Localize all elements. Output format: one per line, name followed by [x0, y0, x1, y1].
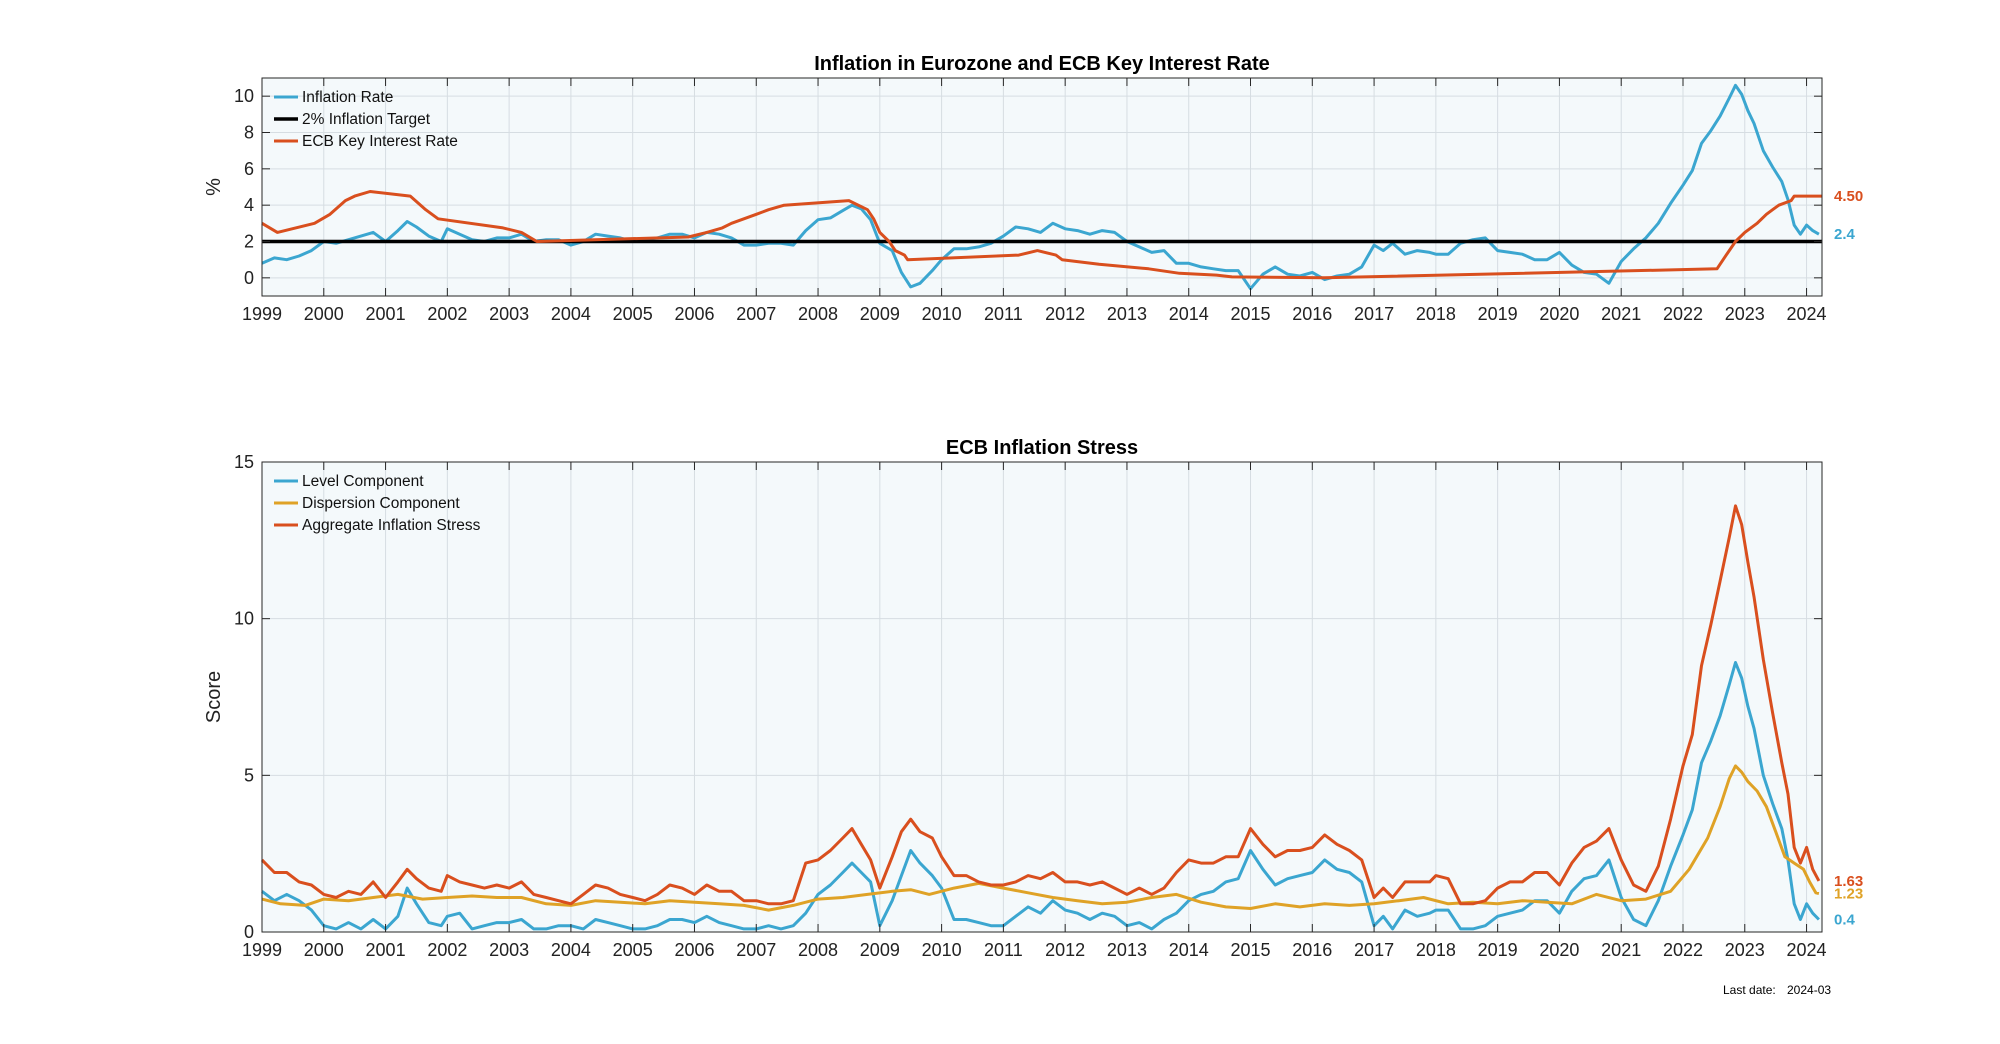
x-tick-label: 2015: [1230, 304, 1270, 324]
series-line-aggregate-inflation-stress: [260, 504, 1821, 906]
y-tick-label: 4: [244, 195, 254, 215]
x-tick-label: 2019: [1478, 940, 1518, 960]
x-tick-label: 2007: [736, 304, 776, 324]
x-tick-label: 2003: [489, 940, 529, 960]
y-tick-label: 2: [244, 232, 254, 252]
x-tick-label: 2000: [304, 304, 344, 324]
legend-label: Aggregate Inflation Stress: [302, 517, 481, 534]
legend-label: ECB Key Interest Rate: [302, 133, 458, 150]
x-tick-label: 2015: [1230, 940, 1270, 960]
last-date-value: 2024-03: [1787, 983, 1831, 997]
x-tick-label: 2006: [674, 304, 714, 324]
legend-label: Level Component: [302, 473, 424, 490]
x-tick-label: 2021: [1601, 304, 1641, 324]
y-axis-label: %: [203, 178, 225, 196]
x-tick-label: 2007: [736, 940, 776, 960]
x-tick-label: 2016: [1292, 940, 1332, 960]
x-tick-label: 2022: [1663, 304, 1703, 324]
end-value-label: 4.50: [1834, 188, 1863, 205]
x-tick-label: 2017: [1354, 940, 1394, 960]
x-tick-label: 2012: [1045, 940, 1085, 960]
x-tick-label: 2017: [1354, 304, 1394, 324]
x-tick-label: 2013: [1107, 304, 1147, 324]
x-tick-label: 2010: [922, 940, 962, 960]
x-tick-label: 2014: [1169, 304, 1209, 324]
x-tick-label: 2014: [1169, 940, 1209, 960]
chart-title: ECB Inflation Stress: [946, 437, 1138, 459]
x-tick-label: 2018: [1416, 304, 1456, 324]
x-tick-label: 2002: [427, 940, 467, 960]
x-tick-label: 2006: [674, 940, 714, 960]
x-tick-label: 2001: [366, 940, 406, 960]
x-tick-label: 2021: [1601, 940, 1641, 960]
y-tick-label: 10: [234, 86, 254, 106]
chart-inflation-stress: 1999 2000 2001 2002 2003 2004 2005 2006 2007 2008…: [203, 437, 1863, 960]
x-tick-label: 1999: [242, 304, 282, 324]
y-tick-label: 8: [244, 123, 254, 143]
legend-label: 2% Inflation Target: [302, 111, 431, 128]
x-tick-label: 2024: [1787, 940, 1827, 960]
chart-inflation-interest: 1999 2000 2001 2002 2003 2004 2005 2006 2007 2008…: [203, 53, 1863, 324]
end-value-label: 0.4: [1834, 911, 1856, 928]
y-axis-label: Score: [203, 671, 225, 723]
x-tick-label: 2008: [798, 940, 838, 960]
end-value-label: 2.4: [1834, 226, 1856, 243]
x-tick-label: 2004: [551, 304, 591, 324]
y-tick-label: 0: [244, 268, 254, 288]
chart-title: Inflation in Eurozone and ECB Key Intere…: [814, 53, 1270, 75]
x-tick-label: 2008: [798, 304, 838, 324]
axes-box: [261, 77, 1823, 297]
x-tick-label: 2023: [1725, 304, 1765, 324]
x-tick-label: 2020: [1539, 940, 1579, 960]
end-value-label: 1.23: [1834, 885, 1863, 902]
x-tick-label: 2001: [366, 304, 406, 324]
y-tick-label: 0: [244, 922, 254, 942]
plot-area: [262, 462, 1822, 932]
y-tick-label: 6: [244, 159, 254, 179]
y-tick-label: 5: [244, 765, 254, 785]
x-tick-label: 2009: [860, 304, 900, 324]
x-tick-label: 2002: [427, 304, 467, 324]
y-tick-label: 10: [234, 609, 254, 629]
x-tick-label: 2011: [984, 940, 1023, 960]
x-tick-label: 2012: [1045, 304, 1085, 324]
x-tick-label: 2018: [1416, 940, 1456, 960]
x-tick-label: 2020: [1539, 304, 1579, 324]
legend-label: Inflation Rate: [302, 89, 393, 106]
x-tick-label: 2004: [551, 940, 591, 960]
x-tick-label: 2013: [1107, 940, 1147, 960]
x-tick-label: 2005: [613, 304, 653, 324]
x-tick-label: 2022: [1663, 940, 1703, 960]
last-date-label: Last date:: [1723, 983, 1776, 997]
x-tick-label: 2010: [922, 304, 962, 324]
x-tick-label: 2024: [1787, 304, 1827, 324]
plot-area: [262, 78, 1822, 296]
x-tick-label: 2000: [304, 940, 344, 960]
y-tick-label: 15: [234, 452, 254, 472]
x-tick-label: 2023: [1725, 940, 1765, 960]
end-value-label: 1.63: [1834, 873, 1863, 890]
x-tick-label: 2003: [489, 304, 529, 324]
x-tick-label: 2016: [1292, 304, 1332, 324]
legend-label: Dispersion Component: [302, 495, 460, 512]
series-line-dispersion-component: [261, 764, 1820, 912]
series-line-ecb-key-interest-rate: [261, 190, 1822, 280]
x-tick-label: 1999: [242, 940, 282, 960]
x-tick-label: 2011: [984, 304, 1023, 324]
axes-box: [261, 461, 1823, 933]
x-tick-label: 2009: [860, 940, 900, 960]
x-tick-label: 2005: [613, 940, 653, 960]
x-tick-label: 2019: [1478, 304, 1518, 324]
